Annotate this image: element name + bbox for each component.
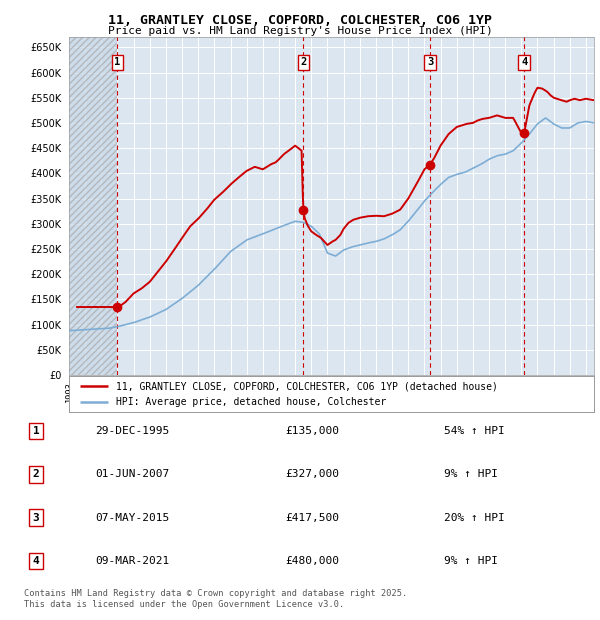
Text: 1: 1 — [114, 58, 121, 68]
Text: 2: 2 — [32, 469, 40, 479]
Text: 54% ↑ HPI: 54% ↑ HPI — [444, 426, 505, 436]
Text: 11, GRANTLEY CLOSE, COPFORD, COLCHESTER, CO6 1YP (detached house): 11, GRANTLEY CLOSE, COPFORD, COLCHESTER,… — [116, 381, 498, 391]
Text: Price paid vs. HM Land Registry's House Price Index (HPI): Price paid vs. HM Land Registry's House … — [107, 26, 493, 36]
Text: 1: 1 — [32, 426, 40, 436]
Text: 9% ↑ HPI: 9% ↑ HPI — [444, 469, 498, 479]
Text: 9% ↑ HPI: 9% ↑ HPI — [444, 556, 498, 566]
Text: 2: 2 — [300, 58, 307, 68]
Bar — [69, 37, 117, 375]
Text: 09-MAR-2021: 09-MAR-2021 — [95, 556, 169, 566]
Text: £135,000: £135,000 — [285, 426, 339, 436]
Text: HPI: Average price, detached house, Colchester: HPI: Average price, detached house, Colc… — [116, 397, 386, 407]
Text: £327,000: £327,000 — [285, 469, 339, 479]
Text: 4: 4 — [32, 556, 40, 566]
Text: £480,000: £480,000 — [285, 556, 339, 566]
Text: 3: 3 — [32, 513, 40, 523]
Text: 01-JUN-2007: 01-JUN-2007 — [95, 469, 169, 479]
Text: Contains HM Land Registry data © Crown copyright and database right 2025.
This d: Contains HM Land Registry data © Crown c… — [24, 590, 407, 609]
Text: 20% ↑ HPI: 20% ↑ HPI — [444, 513, 505, 523]
Text: £417,500: £417,500 — [285, 513, 339, 523]
Text: 07-MAY-2015: 07-MAY-2015 — [95, 513, 169, 523]
Text: 3: 3 — [427, 58, 433, 68]
Text: 29-DEC-1995: 29-DEC-1995 — [95, 426, 169, 436]
Text: 11, GRANTLEY CLOSE, COPFORD, COLCHESTER, CO6 1YP: 11, GRANTLEY CLOSE, COPFORD, COLCHESTER,… — [108, 14, 492, 27]
Text: 4: 4 — [521, 58, 527, 68]
